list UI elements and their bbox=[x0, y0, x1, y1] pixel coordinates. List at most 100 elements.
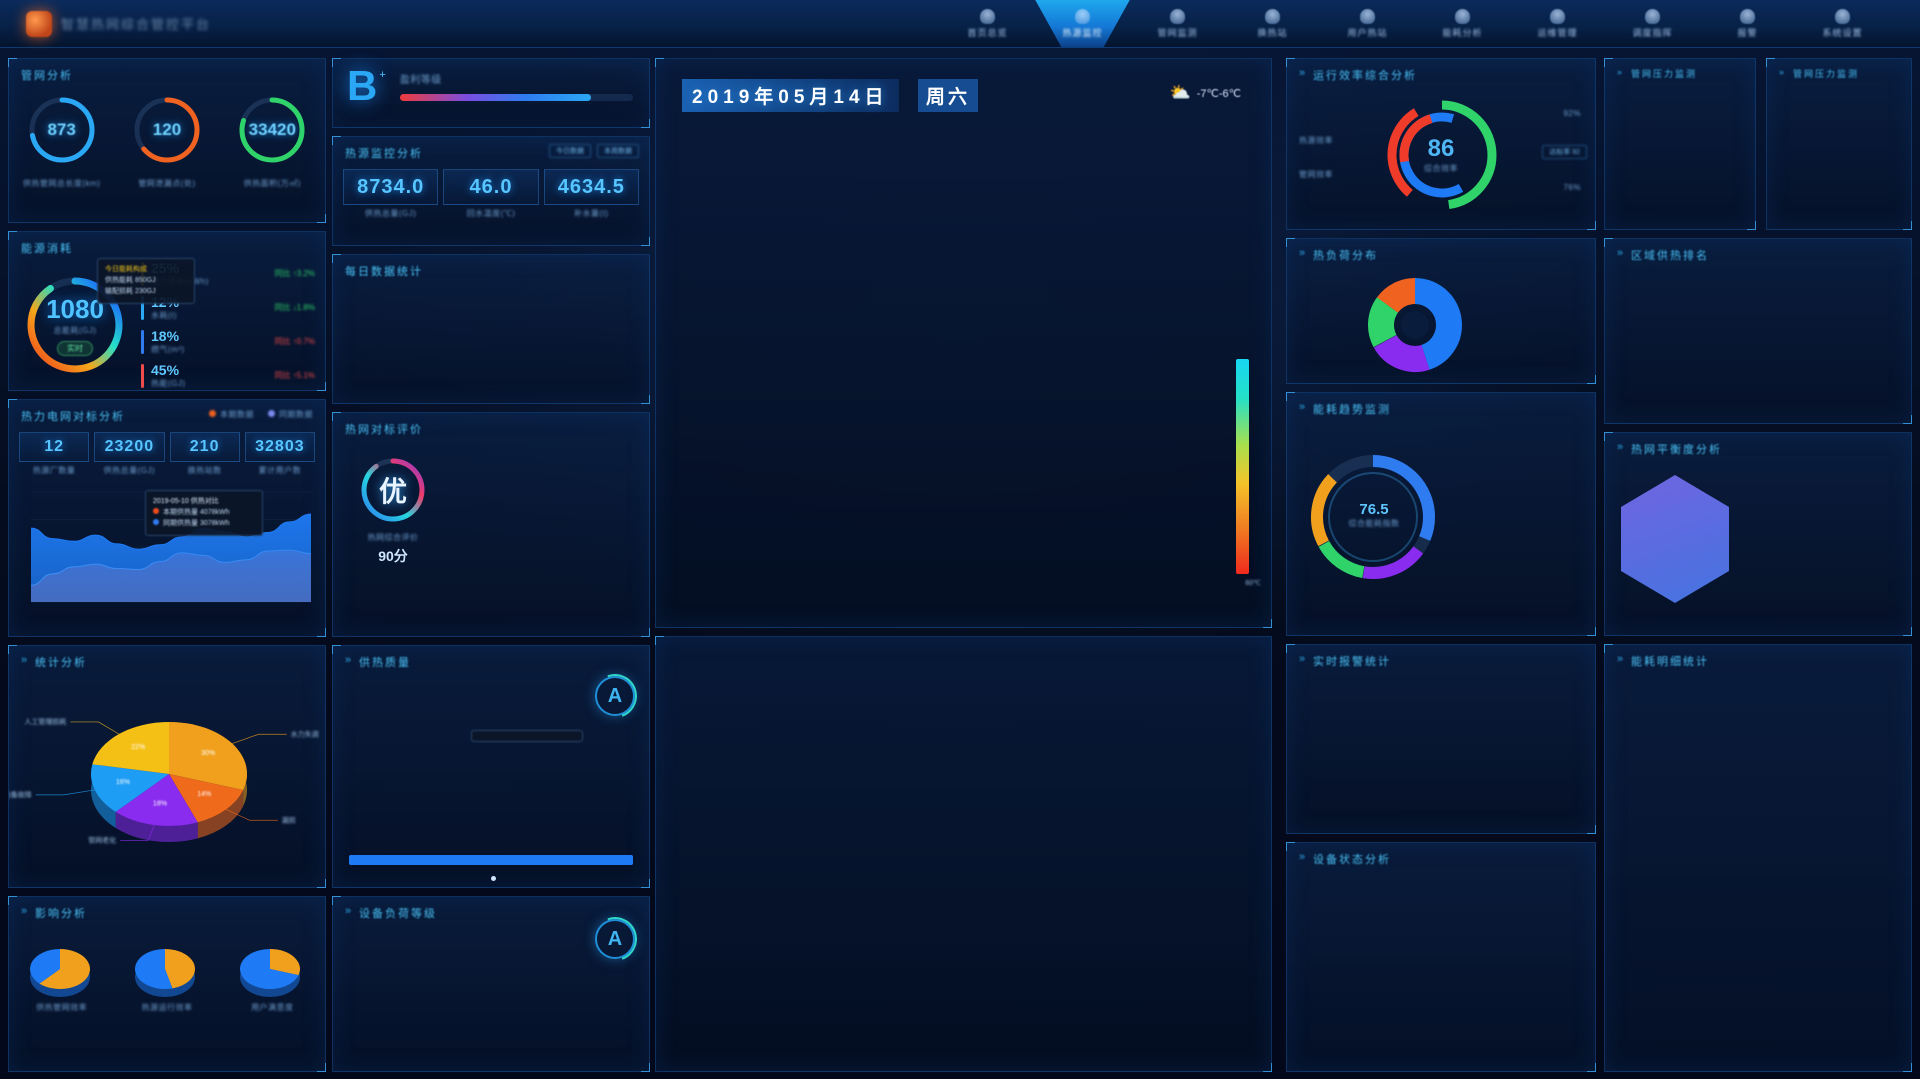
percent-caption: 水耗(t) bbox=[151, 311, 178, 320]
range-slider-track[interactable] bbox=[349, 855, 633, 865]
svg-text:水力失调: 水力失调 bbox=[291, 729, 319, 738]
gauge-0: 873 供热管网总长度(km) bbox=[23, 91, 101, 191]
panel-impact-analysis: 影响分析 供热管网效率 热源运行效率 用户满意度 bbox=[8, 896, 326, 1072]
svg-text:管网老化: 管网老化 bbox=[88, 835, 116, 844]
weather-widget: ⛅ -7℃-6℃ bbox=[1170, 83, 1241, 103]
panel-title: 管网分析 bbox=[21, 70, 73, 82]
pipe-icon bbox=[1170, 8, 1185, 24]
stat-caption-row: 热源厂数量 供热总量(GJ) 换热站数 累计用户数 bbox=[9, 462, 325, 476]
score-value: 90分 bbox=[378, 548, 408, 564]
percent-value: 18% bbox=[151, 328, 180, 344]
panel-pipe-pressure-2: 管网压力监测 bbox=[1766, 58, 1912, 230]
stat-caption-0: 供热总量(GJ) bbox=[364, 209, 417, 218]
station-icon bbox=[1265, 8, 1280, 24]
panel-device-status: 设备状态分析 bbox=[1286, 842, 1596, 1072]
gauge-1: 120 管网泄漏点(处) bbox=[128, 91, 206, 191]
panel-network-analysis: 管网分析 873 供热管网总长度(km) 120 管网泄漏点(处) 33420 bbox=[8, 58, 326, 223]
panel-title: 统计分析 bbox=[9, 646, 325, 670]
stat-caption-row: 供热总量(GJ) 回水温度(℃) 补水量(t) bbox=[333, 205, 649, 219]
panel-title: 热力电网对标分析 bbox=[21, 411, 125, 423]
donut-center-caption: 综合效率 bbox=[1424, 164, 1458, 173]
gauge-caption: 供热管网总长度(km) bbox=[22, 179, 101, 188]
nav-item-5[interactable]: 能耗分析 bbox=[1415, 0, 1510, 48]
gauge-row: 873 供热管网总长度(km) 120 管网泄漏点(处) 33420 供热面积(… bbox=[9, 91, 325, 191]
energy-item-3: 45% 热能(GJ) 同比 ↑5.1% bbox=[141, 362, 315, 389]
stat-box-2: 4634.5 bbox=[543, 169, 639, 205]
gauge-value: 873 bbox=[47, 120, 76, 139]
nav-item-label: 用户热站 bbox=[1347, 27, 1388, 38]
nav-item-3[interactable]: 换热站 bbox=[1225, 0, 1320, 48]
panel-device-load: 设备负荷等级 A bbox=[332, 896, 650, 1072]
donut-side-label: 管网效率 bbox=[1299, 170, 1333, 179]
nav-item-label: 调度指挥 bbox=[1632, 27, 1673, 38]
panel-title: 设备负荷等级 bbox=[333, 897, 649, 921]
energy-item-2: 18% 燃气(m³) 同比 ↑0.7% bbox=[141, 328, 315, 355]
percent-caption: 热能(GJ) bbox=[151, 379, 186, 388]
svg-text:16%: 16% bbox=[116, 779, 130, 786]
range-slider-thumb[interactable] bbox=[349, 855, 633, 865]
area-chart-supply bbox=[349, 726, 633, 846]
flow-map-svg[interactable] bbox=[656, 637, 1273, 1073]
grade-bar-fill bbox=[399, 94, 592, 101]
stat-value: 23200 bbox=[104, 438, 155, 455]
percent-delta: 同比 ↑5.1% bbox=[274, 371, 315, 380]
nav-item-2[interactable]: 管网监测 bbox=[1130, 0, 1225, 48]
donut-side-value: 92% bbox=[1563, 109, 1581, 118]
panel-region-map: 2019年05月14日 周六 ⛅ -7℃-6℃ 60℃ bbox=[655, 58, 1272, 628]
legend-label: 同期数据 bbox=[279, 410, 313, 419]
nav-item-6[interactable]: 运维管理 bbox=[1510, 0, 1605, 48]
map-date: 2019年05月14日 bbox=[682, 79, 899, 112]
legend-item-1: 同期数据 bbox=[268, 409, 313, 420]
carousel-dot[interactable] bbox=[491, 876, 496, 881]
gauge-caption: 供热面积(万㎡) bbox=[243, 179, 301, 188]
period-button-1[interactable]: 本周数据 bbox=[597, 144, 639, 158]
panel-title: 能耗明细统计 bbox=[1605, 645, 1911, 669]
nav-item-1[interactable]: 热源监控 bbox=[1035, 0, 1130, 48]
gear-icon bbox=[1835, 8, 1850, 24]
period-buttons: 今日数据 本周数据 bbox=[549, 144, 639, 158]
nav-item-8[interactable]: 报警 bbox=[1700, 0, 1795, 48]
nav-item-7[interactable]: 调度指挥 bbox=[1605, 0, 1700, 48]
stat-box-0: 12 bbox=[19, 432, 90, 462]
home-icon bbox=[980, 8, 995, 24]
top-bar: 智慧热网综合管控平台 首页总览 热源监控 管网监测 换热站 用户热站 能耗分析 … bbox=[0, 0, 1920, 48]
energy-pill: 实时 bbox=[57, 340, 93, 356]
nav-item-4[interactable]: 用户热站 bbox=[1320, 0, 1415, 48]
mini-pie-caption: 热源运行效率 bbox=[141, 1003, 193, 1012]
dispatch-icon bbox=[1645, 8, 1660, 24]
scale-max-label: 60℃ bbox=[1245, 580, 1261, 587]
stat-box-0: 8734.0 bbox=[343, 169, 439, 205]
badge-letter: A bbox=[607, 684, 623, 707]
energy-value: 1080 bbox=[46, 293, 104, 324]
weather-temp: -7℃-6℃ bbox=[1196, 87, 1241, 100]
nav-item-label: 能耗分析 bbox=[1442, 27, 1483, 38]
score-text: 优 bbox=[378, 476, 407, 507]
panel-energy-detail: 能耗明细统计 bbox=[1604, 644, 1912, 1072]
tooltip-row: 本期供热量 4078kWh bbox=[153, 507, 255, 518]
mini-pie-caption: 用户满意度 bbox=[251, 1003, 294, 1012]
grade-badge-a: A bbox=[595, 676, 635, 716]
partly-cloudy-icon: ⛅ bbox=[1169, 83, 1191, 102]
panel-energy-consumption: 能源消耗 1080 总能耗(GJ) 实时 25% bbox=[8, 231, 326, 391]
panel-benchmark-score: 热网对标评价 优 热网综合评价 90分 bbox=[332, 412, 650, 637]
logo[interactable]: 智慧热网综合管控平台 bbox=[0, 10, 300, 37]
stat-caption-2: 换热站数 bbox=[187, 466, 222, 475]
nav-item-label: 运维管理 bbox=[1537, 27, 1578, 38]
grade-badge-a: A bbox=[595, 919, 635, 959]
gauge-caption: 综合能耗指数 bbox=[1348, 519, 1400, 528]
svg-text:14%: 14% bbox=[197, 791, 211, 798]
svg-text:18%: 18% bbox=[153, 801, 167, 808]
panel-title: 管网压力监测 bbox=[1605, 59, 1755, 80]
nav-item-0[interactable]: 首页总览 bbox=[940, 0, 1035, 48]
nav-item-9[interactable]: 系统设置 bbox=[1795, 0, 1890, 48]
nav-item-label: 首页总览 bbox=[967, 27, 1008, 38]
stat-box-2: 210 bbox=[169, 432, 240, 462]
stat-row: 8734.0 46.0 4634.5 bbox=[333, 161, 649, 205]
map-svg[interactable] bbox=[656, 105, 1273, 625]
stat-value: 46.0 bbox=[469, 175, 513, 198]
panel-title: 区域供热排名 bbox=[1605, 239, 1911, 263]
area-chart-grid: 2019-05-10 供热对比 本期供热量 4078kWh 同期供热量 3078k… bbox=[17, 482, 317, 620]
pie-chart-3d: 30% 水力失调 14% 漏损 18% 管网老化 16% 设备故障 22% 人工管理损耗 bbox=[4, 670, 325, 878]
period-button-0[interactable]: 今日数据 bbox=[549, 144, 591, 158]
